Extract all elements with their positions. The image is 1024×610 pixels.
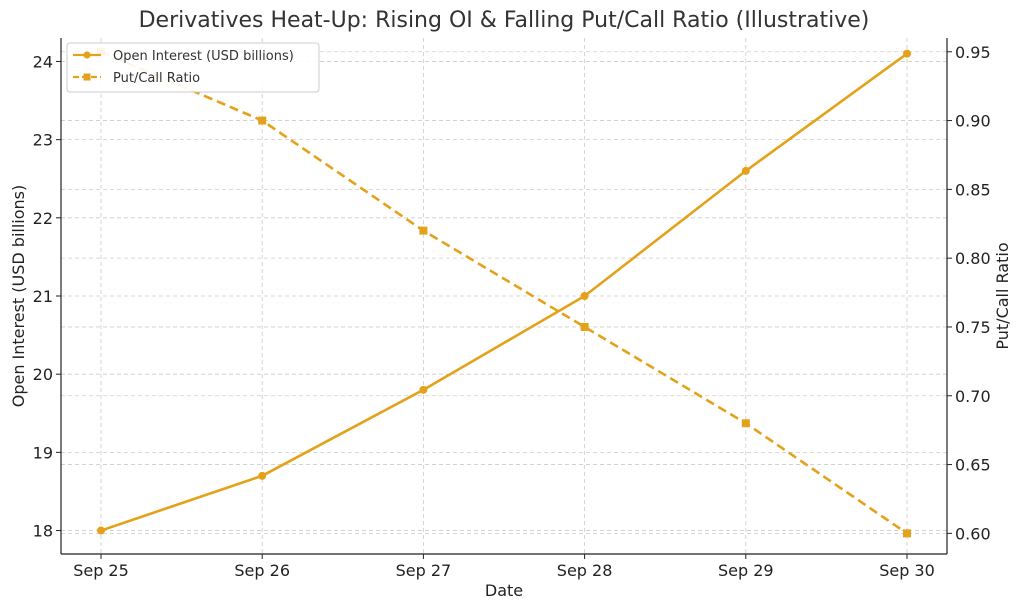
left-y-tick-label: 19 [33,443,53,462]
x-tick-label: Sep 25 [73,561,129,580]
put-call-ratio-point [580,322,589,331]
x-axis-ticks: Sep 25 Sep 26 Sep 27 Sep 28 Sep 29 Sep 30 [73,554,935,580]
legend-entry-open-interest: Open Interest (USD billions) [73,49,294,64]
x-tick-label: Sep 29 [718,561,774,580]
open-interest-point [903,49,911,58]
open-interest-point [258,471,267,480]
left-y-tick-label: 24 [33,52,53,71]
right-y-tick-label: 0.75 [955,318,991,337]
right-y-tick-label: 0.60 [955,524,991,543]
x-tick-label: Sep 28 [557,561,613,580]
legend-marker-square [83,73,91,81]
open-interest-point [580,292,589,300]
x-tick-label: Sep 26 [234,561,290,580]
series [97,47,911,538]
series-open-interest [97,49,911,535]
put-call-ratio-point [903,529,911,538]
legend-label-put-call-ratio: Put/Call Ratio [113,71,200,86]
open-interest-point [97,526,105,535]
left-y-axis-label: Open Interest (USD billions) [9,185,28,408]
legend: Open Interest (USD billions) Put/Call Ra… [66,42,320,93]
right-y-tick-label: 0.90 [955,112,991,131]
right-y-axis-label: Put/Call Ratio [993,242,1012,349]
open-interest-point [741,166,750,175]
series-put-call-ratio [97,47,911,538]
put-call-ratio-point [258,116,267,125]
left-y-tick-label: 20 [33,365,53,384]
left-y-tick-label: 23 [33,131,53,150]
legend-label-open-interest: Open Interest (USD billions) [113,49,294,64]
open-interest-line [100,52,908,532]
put-call-ratio-point [741,419,750,428]
open-interest-point [419,385,428,394]
right-y-axis-ticks: 0.60 0.65 0.70 0.75 0.80 0.85 0.90 0.95 [947,43,991,543]
put-call-ratio-line [100,50,908,535]
right-y-tick-label: 0.65 [955,456,991,475]
legend-marker-circle [83,51,91,59]
left-y-axis-ticks: 18 19 20 21 22 23 24 [33,52,61,541]
right-y-tick-label: 0.70 [955,387,991,406]
x-tick-label: Sep 30 [879,561,935,580]
left-y-tick-label: 22 [33,209,53,228]
put-call-ratio-point [419,226,428,235]
left-y-tick-label: 21 [33,287,53,306]
right-y-tick-label: 0.80 [955,249,991,268]
legend-entry-put-call-ratio: Put/Call Ratio [73,71,200,86]
x-axis-label: Date [485,581,523,600]
chart-title: Derivatives Heat-Up: Rising OI & Falling… [139,8,870,33]
x-tick-label: Sep 27 [396,561,452,580]
right-y-tick-label: 0.85 [955,180,991,199]
left-y-tick-label: 18 [33,522,53,541]
right-y-tick-label: 0.95 [955,43,991,62]
legend-box [66,42,320,93]
grid [61,38,947,554]
